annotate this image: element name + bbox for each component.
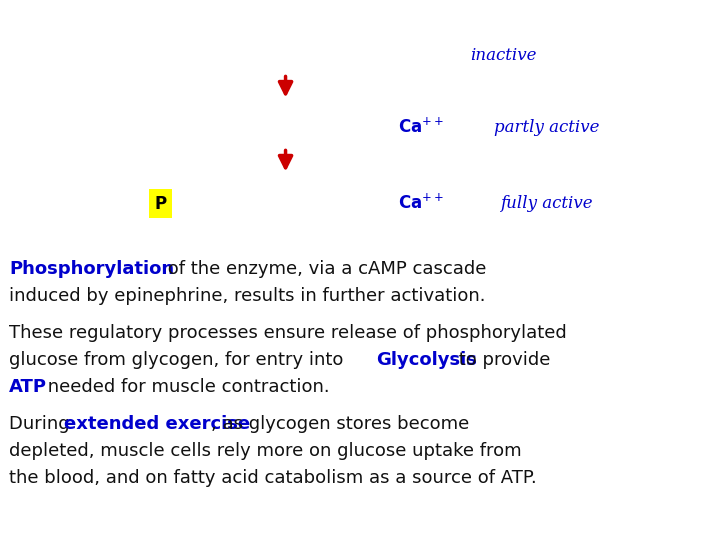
Text: needed for muscle contraction.: needed for muscle contraction. [42,379,330,396]
Text: the blood, and on fatty acid catabolism as a source of ATP.: the blood, and on fatty acid catabolism … [9,469,537,487]
Text: glucose from glycogen, for entry into: glucose from glycogen, for entry into [9,352,349,369]
Text: Glycolysis: Glycolysis [376,352,477,369]
Text: These regulatory processes ensure release of phosphorylated: These regulatory processes ensure releas… [9,325,567,342]
Text: inactive: inactive [469,47,536,64]
Text: $\mathbf{Ca}^{++}$: $\mathbf{Ca}^{++}$ [398,118,444,137]
Text: During: During [9,415,76,433]
Text: Phosphorylation: Phosphorylation [9,260,174,278]
Text: depleted, muscle cells rely more on glucose uptake from: depleted, muscle cells rely more on gluc… [9,442,522,460]
Text: partly active: partly active [494,119,599,136]
Text: extended exercise: extended exercise [64,415,250,433]
Text: P: P [155,194,166,213]
Text: $\mathbf{Ca}^{++}$: $\mathbf{Ca}^{++}$ [398,194,444,213]
Text: ATP: ATP [9,379,48,396]
Text: of the enzyme, via a cAMP cascade: of the enzyme, via a cAMP cascade [162,260,487,278]
Text: fully active: fully active [500,195,593,212]
Text: , as glycogen stores become: , as glycogen stores become [211,415,469,433]
Text: induced by epinephrine, results in further activation.: induced by epinephrine, results in furth… [9,287,486,305]
Text: to provide: to provide [453,352,551,369]
